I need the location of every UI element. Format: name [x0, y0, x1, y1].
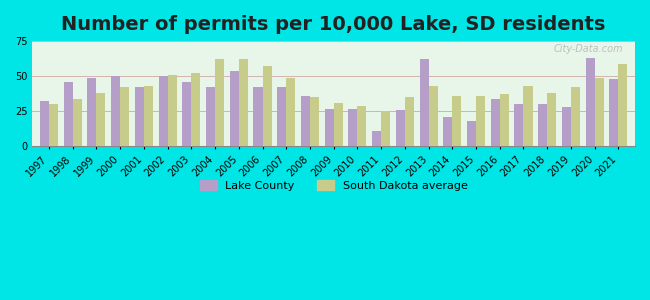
Bar — [87, 78, 96, 146]
Legend: Lake County, South Dakota average: Lake County, South Dakota average — [196, 176, 472, 196]
Bar — [286, 78, 295, 146]
Bar — [64, 82, 73, 146]
Bar — [618, 64, 627, 146]
Text: City-Data.com: City-Data.com — [553, 44, 623, 54]
Title: Number of permits per 10,000 Lake, SD residents: Number of permits per 10,000 Lake, SD re… — [62, 15, 606, 34]
Bar — [562, 107, 571, 146]
Bar — [135, 88, 144, 146]
Bar — [120, 88, 129, 146]
Bar — [206, 88, 215, 146]
Bar — [571, 88, 580, 146]
Bar — [476, 96, 485, 146]
Bar — [381, 111, 390, 146]
Bar — [40, 101, 49, 146]
Bar — [191, 74, 200, 146]
Bar — [254, 88, 263, 146]
Bar — [229, 70, 239, 146]
Bar — [144, 86, 153, 146]
Bar — [348, 109, 358, 146]
Bar — [372, 131, 381, 146]
Bar — [467, 121, 476, 146]
Bar — [301, 96, 310, 146]
Bar — [168, 75, 177, 146]
Bar — [111, 76, 120, 146]
Bar — [324, 109, 333, 146]
Bar — [586, 58, 595, 146]
Bar — [239, 59, 248, 146]
Bar — [215, 59, 224, 146]
Bar — [491, 99, 500, 146]
Bar — [396, 110, 405, 146]
Bar — [452, 96, 462, 146]
Bar — [500, 94, 509, 146]
Bar — [547, 93, 556, 146]
Bar — [428, 86, 437, 146]
Bar — [443, 117, 452, 146]
Bar — [182, 82, 191, 146]
Bar — [405, 97, 414, 146]
Bar — [514, 104, 523, 146]
Bar — [358, 106, 367, 146]
Bar — [333, 103, 343, 146]
Bar — [523, 86, 532, 146]
Bar — [277, 88, 286, 146]
Bar — [159, 76, 168, 146]
Bar — [610, 79, 618, 146]
Bar — [538, 104, 547, 146]
Bar — [310, 97, 319, 146]
Bar — [263, 66, 272, 146]
Bar — [49, 104, 58, 146]
Bar — [96, 93, 105, 146]
Bar — [419, 59, 428, 146]
Bar — [73, 99, 82, 146]
Bar — [595, 78, 604, 146]
